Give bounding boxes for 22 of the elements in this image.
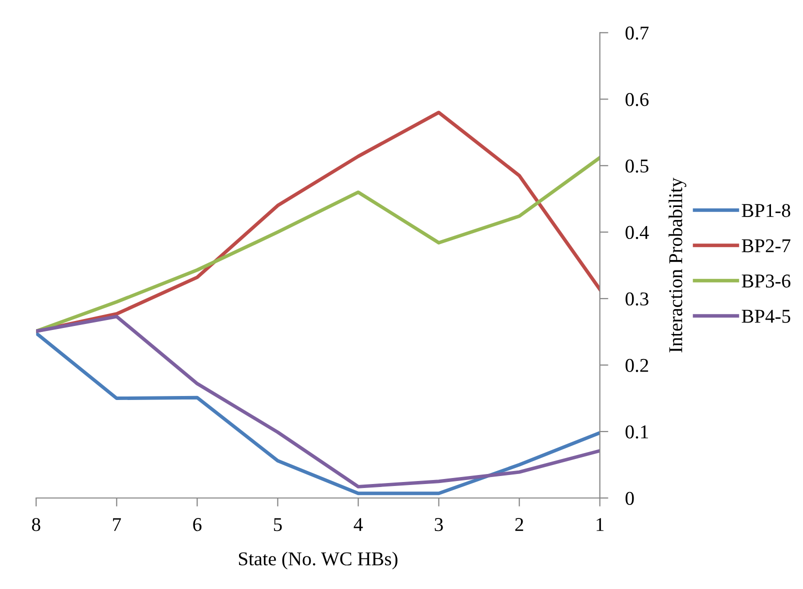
x-tick-label: 1: [596, 518, 604, 531]
y-tick-label: 0.1: [626, 425, 648, 439]
y-tick-label: 0.6: [626, 92, 649, 106]
legend-label: BP2-7: [742, 239, 790, 252]
y-tick-label: 0.2: [626, 358, 648, 372]
legend-label: BP1-8: [742, 204, 790, 218]
legend-label: BP4-5: [742, 310, 790, 323]
x-tick-label: 3: [434, 518, 443, 532]
legend-label: BP3-6: [742, 274, 790, 288]
x-tick-label: 7: [113, 518, 121, 531]
x-tick-label: 2: [515, 518, 524, 531]
x-tick-label: 4: [354, 518, 363, 531]
x-tick-label: 8: [32, 518, 40, 532]
y-tick-label: 0.7: [626, 26, 649, 40]
y-tick-label: 0.5: [626, 159, 648, 173]
x-axis-title: State (No. WC HBs): [238, 552, 398, 570]
y-tick-label: 0: [626, 492, 634, 505]
x-tick-label: 6: [193, 518, 202, 532]
y-axis-title: Interaction Probability: [668, 178, 686, 352]
y-tick-label: 0.3: [626, 292, 648, 306]
y-tick-label: 0.4: [626, 226, 649, 240]
x-tick-label: 5: [274, 518, 282, 532]
